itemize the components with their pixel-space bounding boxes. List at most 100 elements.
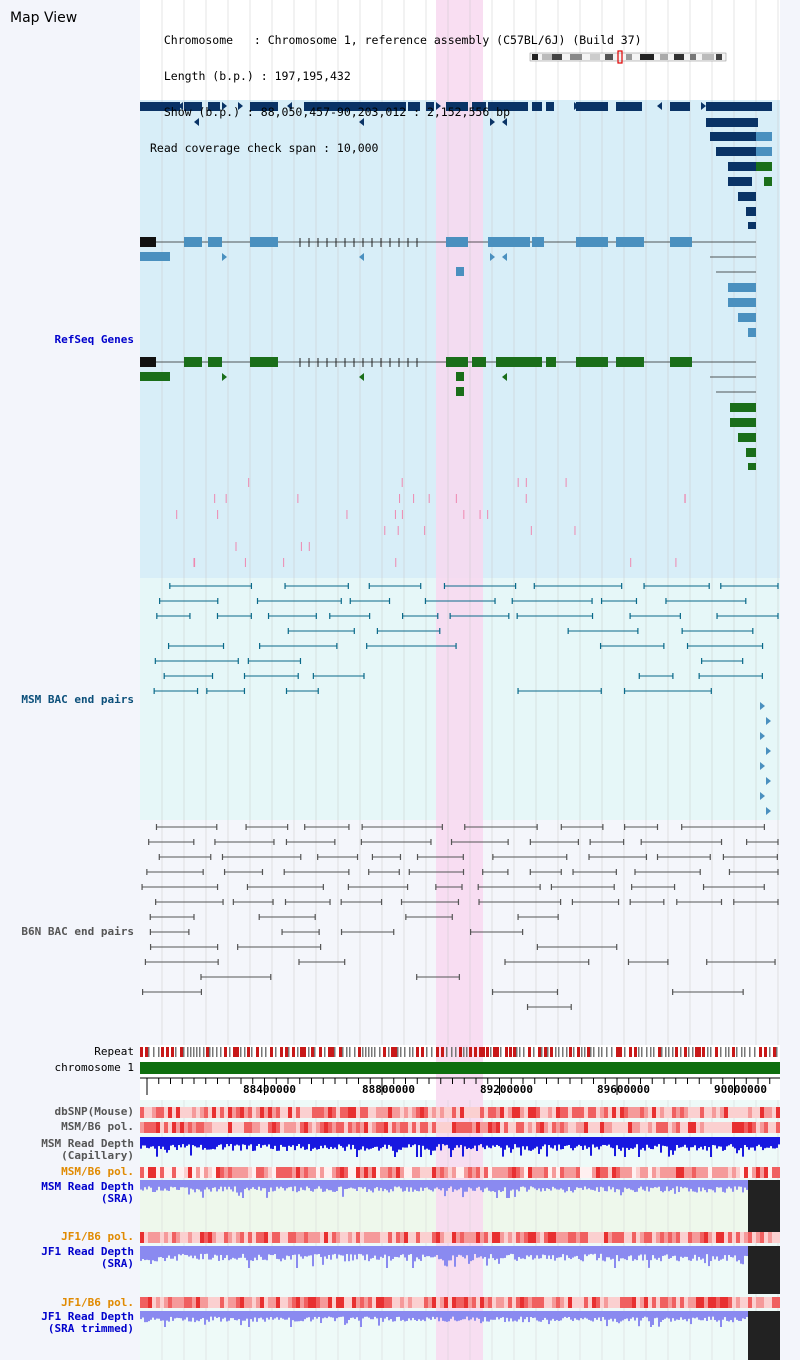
polymorphism-cell — [748, 1167, 752, 1178]
read-depth-bar — [166, 1246, 168, 1258]
read-depth-bar — [402, 1180, 404, 1192]
polymorphism-cell — [360, 1107, 364, 1118]
polymorphism-cell — [380, 1232, 384, 1243]
read-depth-bar — [348, 1180, 350, 1189]
repeat-element — [707, 1047, 709, 1057]
polymorphism-cell — [268, 1232, 272, 1243]
read-depth-bar — [516, 1180, 518, 1190]
track-label-msm-bac[interactable]: MSM BAC end pairs — [21, 693, 134, 706]
polymorphism-cell — [216, 1297, 220, 1308]
polymorphism-cell — [556, 1297, 560, 1308]
read-depth-bar — [616, 1180, 618, 1190]
polymorphism-cell — [304, 1122, 308, 1133]
polymorphism-cell — [416, 1122, 420, 1133]
repeat-element — [404, 1047, 406, 1057]
read-depth-bar — [622, 1137, 624, 1148]
read-depth-bar — [570, 1137, 572, 1149]
gene-feature — [576, 357, 608, 367]
polymorphism-cell — [264, 1232, 268, 1243]
polymorphism-cell — [344, 1107, 348, 1118]
read-depth-bar — [728, 1137, 730, 1146]
read-depth-bar — [458, 1246, 460, 1255]
polymorphism-cell — [244, 1297, 248, 1308]
polymorphism-cell — [716, 1232, 720, 1243]
polymorphism-cell — [436, 1122, 440, 1133]
gene-feature — [748, 222, 756, 229]
track-label-b6n-bac[interactable]: B6N BAC end pairs — [21, 925, 134, 938]
polymorphism-cell — [256, 1122, 260, 1133]
polymorphism-cell — [320, 1107, 324, 1118]
polymorphism-cell — [140, 1107, 144, 1118]
read-depth-bar — [726, 1311, 728, 1321]
polymorphism-cell — [296, 1107, 300, 1118]
polymorphism-cell — [504, 1297, 508, 1308]
read-depth-bar — [598, 1137, 600, 1150]
polymorphism-cell — [356, 1297, 360, 1308]
track-label-refseq[interactable]: RefSeq Genes — [54, 333, 134, 346]
polymorphism-cell — [740, 1122, 744, 1133]
read-depth-bar — [488, 1137, 490, 1148]
read-depth-bar — [230, 1180, 232, 1190]
polymorphism-cell — [288, 1167, 292, 1178]
read-depth-bar — [172, 1137, 174, 1145]
polymorphism-cell — [728, 1122, 732, 1133]
polymorphism-cell — [756, 1122, 760, 1133]
polymorphism-cell — [676, 1232, 680, 1243]
read-depth-bar — [268, 1137, 270, 1145]
read-depth-bar — [714, 1311, 716, 1321]
polymorphism-cell — [604, 1107, 608, 1118]
polymorphism-cell — [736, 1107, 740, 1118]
read-depth-bar — [660, 1311, 662, 1322]
polymorphism-cell — [680, 1122, 684, 1133]
read-depth-bar — [410, 1311, 412, 1321]
read-depth-bar — [452, 1180, 454, 1192]
read-depth-bar — [310, 1311, 312, 1322]
polymorphism-cell — [404, 1122, 408, 1133]
polymorphism-cell — [392, 1232, 396, 1243]
read-depth-bar — [372, 1180, 374, 1193]
read-depth-bar — [744, 1137, 746, 1146]
polymorphism-cell — [588, 1232, 592, 1243]
polymorphism-cell — [692, 1122, 696, 1133]
read-depth-bar — [354, 1246, 356, 1255]
polymorphism-cell — [404, 1107, 408, 1118]
polymorphism-cell — [488, 1107, 492, 1118]
read-depth-bar — [456, 1180, 458, 1191]
polymorphism-cell — [464, 1232, 468, 1243]
polymorphism-cell — [340, 1122, 344, 1133]
read-depth-bar — [708, 1180, 710, 1189]
read-depth-bar — [320, 1180, 322, 1189]
read-depth-bar — [572, 1311, 574, 1322]
polymorphism-cell — [604, 1297, 608, 1308]
read-depth-bar — [160, 1311, 162, 1321]
polymorphism-cell — [612, 1107, 616, 1118]
polymorphism-cell — [448, 1297, 452, 1308]
polymorphism-cell — [472, 1297, 476, 1308]
strand-arrow — [701, 102, 706, 110]
read-depth-bar — [262, 1311, 264, 1320]
read-depth-bar — [518, 1180, 520, 1192]
repeat-element — [446, 1047, 448, 1057]
read-depth-bar — [588, 1311, 590, 1320]
read-depth-bar — [446, 1180, 448, 1191]
polymorphism-cell — [776, 1107, 780, 1118]
read-depth-bar — [606, 1137, 608, 1146]
read-depth-bar — [276, 1311, 278, 1318]
read-depth-bar — [258, 1311, 260, 1319]
polymorphism-cell — [204, 1122, 208, 1133]
repeat-element — [251, 1047, 253, 1057]
polymorphism-cell — [316, 1297, 320, 1308]
strand-arrow — [359, 118, 364, 126]
repeat-element — [486, 1047, 489, 1057]
polymorphism-cell — [648, 1167, 652, 1178]
read-depth-bar — [476, 1311, 478, 1318]
polymorphism-cell — [200, 1232, 204, 1243]
read-depth-bar — [694, 1180, 696, 1192]
read-depth-bar — [184, 1180, 186, 1188]
read-depth-bar — [658, 1311, 660, 1327]
read-depth-bar — [730, 1137, 732, 1145]
read-depth-bar — [494, 1180, 496, 1193]
read-depth-bar — [394, 1137, 396, 1157]
read-depth-bar — [232, 1137, 234, 1151]
